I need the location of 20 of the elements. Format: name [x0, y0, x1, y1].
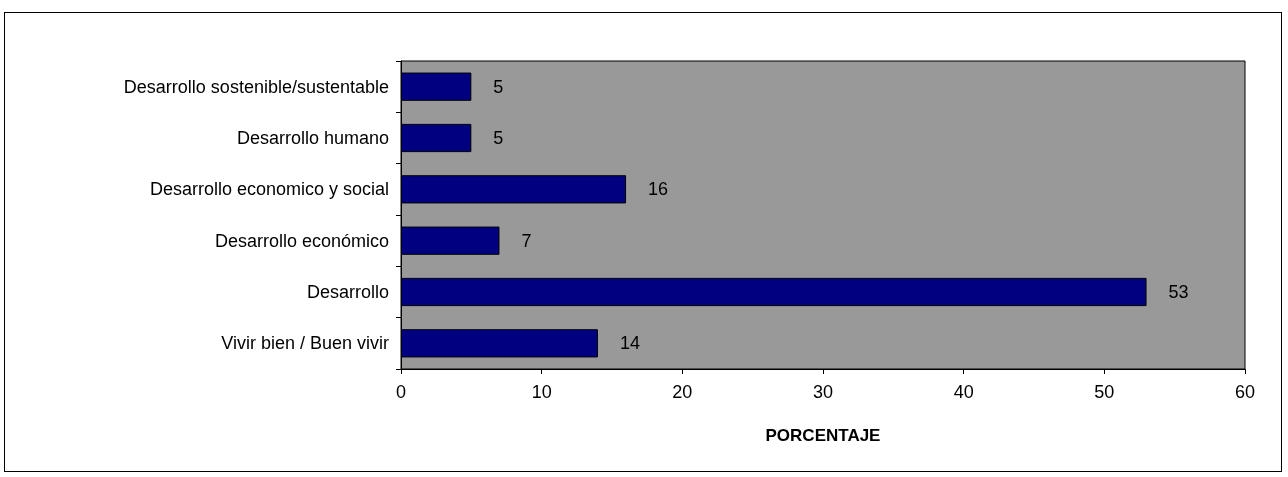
- data-label: 5: [493, 128, 504, 148]
- y-tick-label: Vivir bien / Buen vivir: [221, 333, 389, 354]
- x-tick-label: 40: [953, 382, 974, 402]
- y-tick-label: Desarrollo económico: [214, 230, 389, 251]
- y-tick-label: Desarrollo: [306, 282, 389, 302]
- data-label: 16: [648, 179, 669, 200]
- x-axis-title: PORCENTAJE: [765, 426, 881, 445]
- data-label: 7: [521, 230, 532, 251]
- x-tick-label: 60: [1234, 382, 1256, 402]
- y-tick-label: Desarrollo sostenible/sustentable: [123, 76, 389, 97]
- x-tick-label: 10: [531, 382, 552, 402]
- data-label: 53: [1168, 282, 1189, 302]
- x-tick-label: 0: [395, 382, 407, 402]
- x-tick-label: 20: [672, 382, 693, 402]
- x-tick-label: 50: [1094, 382, 1115, 402]
- data-label: 14: [619, 333, 640, 354]
- data-label: 5: [493, 76, 504, 97]
- x-tick-label: 30: [812, 382, 834, 402]
- y-tick-label: Desarrollo economico y social: [149, 179, 389, 200]
- y-tick-label: Desarrollo humano: [236, 128, 389, 148]
